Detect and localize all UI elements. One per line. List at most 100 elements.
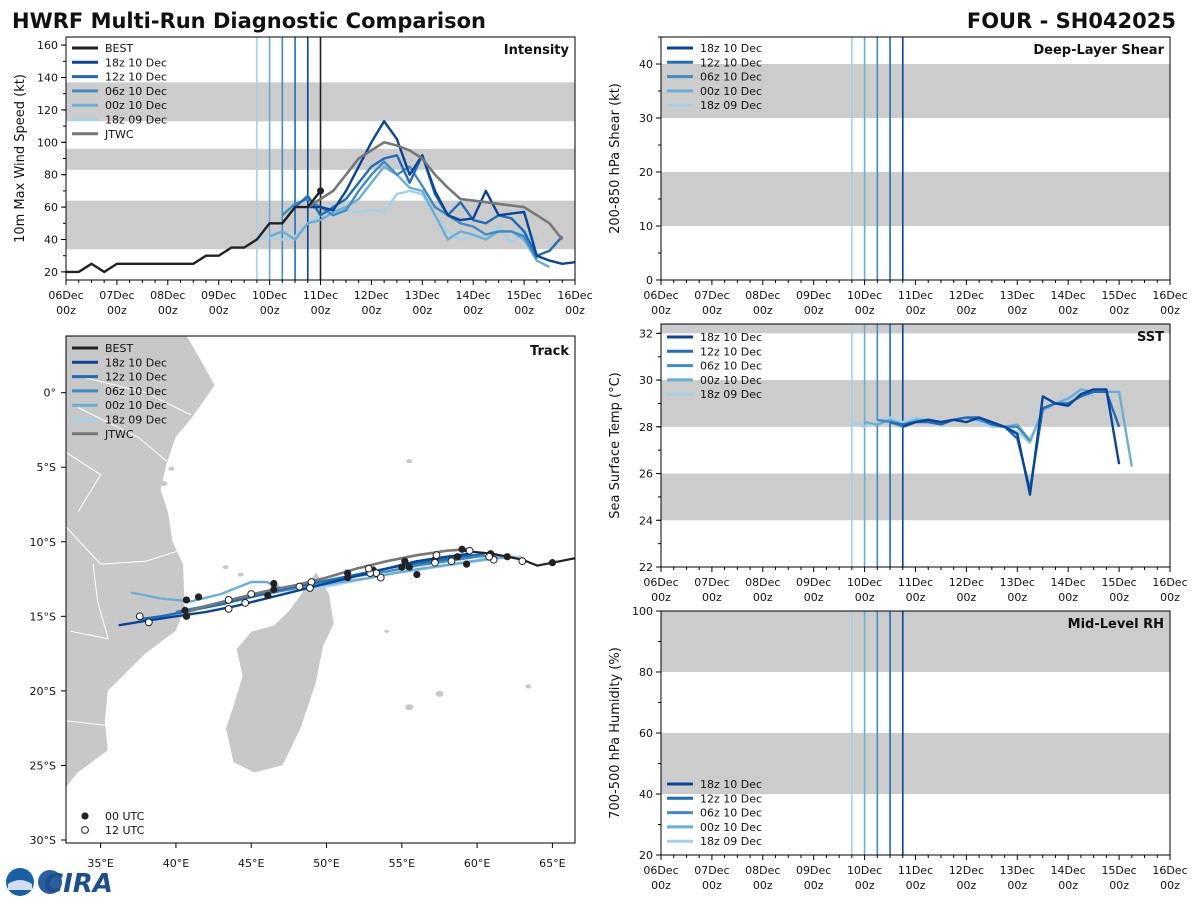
rh-band-1: [661, 611, 1170, 672]
intensity-ytick-label: 80: [44, 169, 58, 182]
figure-title: HWRF Multi-Run Diagnostic Comparison: [12, 9, 486, 33]
cira-logo-text: CIRA: [44, 869, 113, 899]
shear-xtick-label: 15Dec: [1101, 289, 1136, 302]
sst-series-18z-10-dec: [902, 388, 1121, 496]
sst-xtick-sublabel: 00z: [651, 591, 671, 604]
marker-12utc-0: [518, 557, 527, 566]
sst-xtick-sublabel: 00z: [906, 591, 926, 604]
marker-00utc-8: [405, 563, 413, 571]
sst-xtick-sublabel: 00z: [702, 591, 722, 604]
rh-xtick-label: 08Dec: [745, 864, 780, 877]
storm-label: FOUR - SH042025: [967, 9, 1176, 33]
marker-legend-12utc-icon: [81, 826, 89, 834]
shear-xtick-label: 07Dec: [694, 289, 729, 302]
country-border-5: [85, 377, 192, 416]
rh-xtick-label: 09Dec: [796, 864, 831, 877]
rh-xtick-label: 12Dec: [949, 864, 984, 877]
marker-00utc-7: [413, 570, 421, 579]
marker-12utc-7: [376, 573, 385, 582]
marker-00utc-16: [264, 591, 272, 600]
sst-xtick-label: 13Dec: [1000, 576, 1035, 589]
shear-xtick-label: 11Dec: [898, 289, 933, 302]
intensity-ytick-label: 60: [44, 201, 58, 214]
intensity-xtick-label: 08Dec: [150, 289, 185, 302]
rh-xtick-sublabel: 00z: [1007, 879, 1027, 892]
rh-xtick-label: 13Dec: [1000, 864, 1035, 877]
rh-legend-label: 00z 10 Dec: [700, 821, 762, 834]
intensity-xtick-sublabel: 00z: [56, 304, 76, 317]
marker-00utc-15: [270, 585, 278, 594]
shear-xtick-sublabel: 00z: [702, 304, 722, 317]
sst-xtick-sublabel: 00z: [1109, 591, 1129, 604]
track-legend-label: BEST: [105, 342, 133, 355]
track-ytick-label: 25°S: [30, 759, 56, 772]
marker-00utc-19: [181, 606, 189, 614]
shear-panel: 0 10 20 30 40 06Dec 00z 07Dec 00z 08Dec 00z 09Dec 00…: [608, 36, 1188, 317]
intensity-xtick-sublabel: 00z: [514, 304, 534, 317]
intensity-ytick-label: 100: [37, 136, 58, 149]
rh-xtick-sublabel: 00z: [702, 879, 722, 892]
marker-12utc-13: [295, 582, 304, 591]
marker-legend-label: 12 UTC: [105, 824, 145, 837]
shear-xtick-label: 09Dec: [796, 289, 831, 302]
sst-ytick-label: 24: [639, 514, 653, 527]
track-xtick-label: 65°E: [539, 857, 565, 870]
intensity-series-18z-10-dec: [307, 119, 575, 265]
track-xtick-label: 60°E: [464, 857, 490, 870]
shear-legend-label: 18z 09 Dec: [700, 99, 762, 112]
shear-band-0: [661, 172, 1170, 226]
intensity-xtick-sublabel: 00z: [107, 304, 127, 317]
sst-xtick-label: 08Dec: [745, 576, 780, 589]
track-legend-label: 12z 10 Dec: [105, 371, 167, 384]
rh-xtick-label: 11Dec: [898, 864, 933, 877]
marker-00utc-13: [344, 573, 352, 582]
sst-xtick-sublabel: 00z: [753, 591, 773, 604]
marker-legend-00utc-icon: [81, 812, 89, 820]
island-4: [406, 459, 413, 464]
madagascar-land: [225, 570, 335, 774]
shear-ytick-label: 40: [639, 58, 653, 71]
country-border-4: [66, 451, 102, 513]
marker-12utc-2: [485, 552, 494, 561]
marker-12utc-12: [306, 584, 314, 592]
shear-xtick-sublabel: 00z: [804, 304, 824, 317]
track-legend-label: 00z 10 Dec: [105, 399, 167, 412]
sst-xtick-sublabel: 00z: [1007, 591, 1027, 604]
sst-xtick-label: 16Dec: [1152, 576, 1187, 589]
track-legend-label: JTWC: [104, 428, 134, 441]
shear-xtick-sublabel: 00z: [906, 304, 926, 317]
shear-ylabel: 200-850 hPa Shear (kt): [608, 83, 623, 234]
intensity-series-jtwc: [307, 141, 564, 241]
shear-xtick-sublabel: 00z: [1007, 304, 1027, 317]
rh-xtick-sublabel: 00z: [804, 879, 824, 892]
country-border-3: [66, 720, 106, 726]
track-ytick-label: 30°S: [30, 834, 56, 847]
island-3: [237, 572, 244, 577]
shear-xtick-label: 06Dec: [643, 289, 678, 302]
rh-xtick-sublabel: 00z: [906, 879, 926, 892]
sst-ytick-label: 30: [639, 374, 653, 387]
intensity-xtick-label: 14Dec: [456, 289, 491, 302]
sst-ytick-label: 22: [639, 561, 653, 574]
marker-legend-label: 00 UTC: [105, 810, 145, 823]
shear-legend-label: 00z 10 Dec: [700, 85, 762, 98]
intensity-xtick-label: 09Dec: [201, 289, 236, 302]
track-xtick-label: 55°E: [389, 857, 415, 870]
intensity-ylabel: 10m Max Wind Speed (kt): [13, 74, 28, 243]
intensity-series-best: [66, 190, 322, 274]
rh-xtick-sublabel: 00z: [855, 879, 875, 892]
shear-xtick-sublabel: 00z: [1160, 304, 1180, 317]
shear-xtick-label: 12Dec: [949, 289, 984, 302]
sst-ylabel: Sea Surface Temp (°C): [608, 372, 623, 519]
track-ytick-label: 15°S: [30, 610, 56, 623]
shear-xtick-label: 10Dec: [847, 289, 882, 302]
sst-xtick-label: 15Dec: [1101, 576, 1136, 589]
rh-ytick-label: 40: [639, 788, 653, 801]
marker-12utc-18: [144, 618, 153, 627]
track-legend-label: 18z 09 Dec: [105, 414, 167, 427]
track-xtick-label: 45°E: [238, 857, 264, 870]
sst-xtick-label: 12Dec: [949, 576, 984, 589]
track-plot-area: [66, 336, 575, 843]
shear-legend-label: 12z 10 Dec: [700, 56, 762, 69]
sst-xtick-label: 14Dec: [1051, 576, 1086, 589]
